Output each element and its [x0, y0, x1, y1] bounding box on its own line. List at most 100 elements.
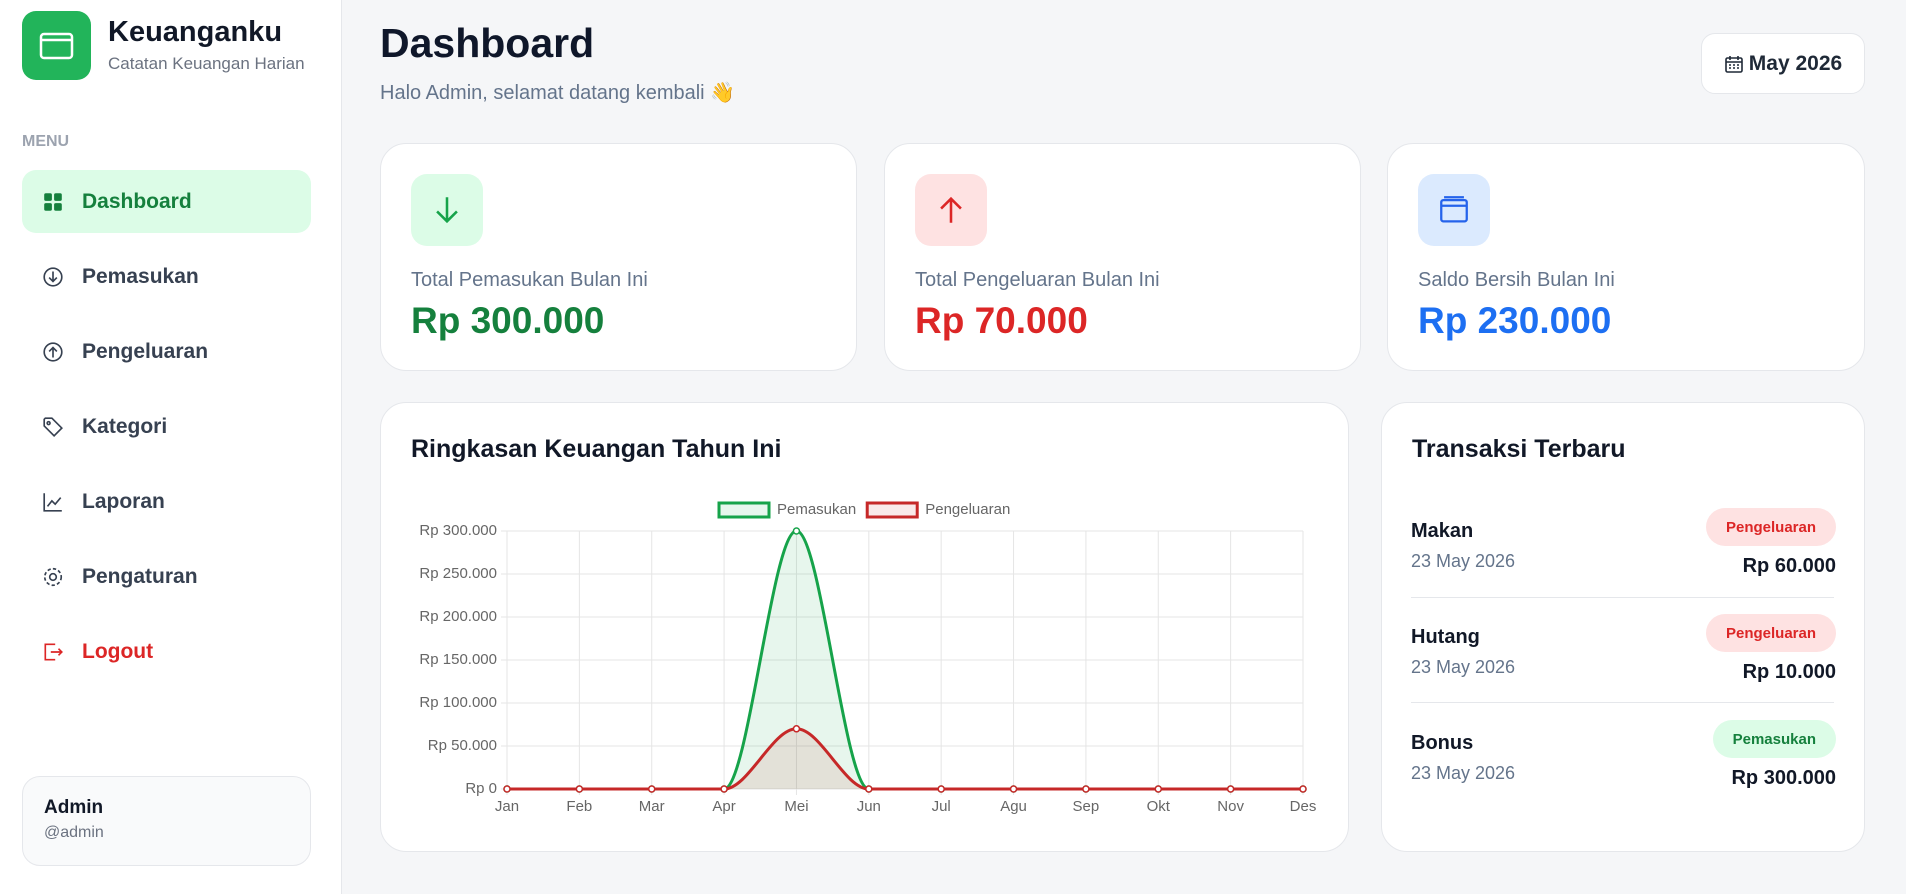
transaction-name: Bonus — [1411, 732, 1474, 754]
y-tick-label: Rp 50.000 — [428, 737, 497, 754]
transaction-type: Pengeluaran — [1705, 508, 1836, 546]
transaction-amount: Rp 300.000 — [1731, 767, 1836, 789]
legend-label: Pemasukan — [777, 501, 856, 518]
point — [937, 785, 945, 793]
y-tick-label: Rp 150.000 — [419, 651, 497, 668]
card-label: Saldo Bersih Bulan Ini — [1418, 269, 1615, 291]
transactions-card: Transaksi Terbaru Makan 23 May 2026 Peng… — [1381, 402, 1865, 852]
nav-item[interactable]: Pemasukan — [22, 245, 311, 308]
transaction-row[interactable]: Bonus 23 May 2026 Pemasukan Rp 300.000 — [1382, 717, 1866, 823]
x-tick-label: Mei — [784, 798, 808, 815]
nav-item[interactable]: Pengaturan — [22, 545, 311, 608]
card-icon — [1418, 174, 1490, 246]
nav-item[interactable]: Kategori — [22, 395, 311, 458]
y-tick-label: Rp 100.000 — [419, 694, 497, 711]
logout[interactable]: Logout — [22, 620, 311, 683]
nav-item[interactable]: Dashboard — [22, 170, 311, 233]
card-value: Rp 300.000 — [411, 300, 605, 341]
period-button[interactable]: May 2026 — [1701, 33, 1865, 94]
point — [865, 785, 873, 793]
transaction-date: 23 May 2026 — [1411, 657, 1516, 677]
card-label: Total Pengeluaran Bulan Ini — [915, 269, 1160, 291]
page-subtitle: Halo Admin, selamat datang kembali 👋 — [380, 82, 736, 104]
nav-item[interactable]: Pengeluaran — [22, 320, 311, 383]
x-tick-label: Jul — [932, 798, 951, 815]
separator — [1411, 597, 1834, 598]
x-tick-label: Mar — [639, 798, 665, 815]
transaction-amount: Rp 60.000 — [1742, 555, 1836, 577]
nav-label: Kategori — [82, 414, 168, 438]
area — [507, 728, 1303, 789]
transaction-name: Makan — [1411, 520, 1474, 542]
transaction-row[interactable]: Hutang 23 May 2026 Pengeluaran Rp 10.000 — [1382, 611, 1866, 717]
nav-item[interactable]: Laporan — [22, 470, 311, 533]
tagline: Catatan Keuangan Harian — [108, 54, 305, 73]
page-title: Dashboard — [380, 20, 595, 66]
logo — [22, 11, 91, 80]
chart-card: Ringkasan Keuangan Tahun Ini Jan Feb Mar Ap… — [380, 402, 1349, 852]
transactions-title: Transaksi Terbaru — [1412, 435, 1626, 463]
card-value: Rp 70.000 — [915, 300, 1088, 341]
y-tick-label: Rp 300.000 — [419, 522, 497, 539]
point — [1009, 785, 1018, 793]
transaction-date: 23 May 2026 — [1411, 551, 1516, 571]
transaction-type: Pemasukan — [1712, 720, 1836, 758]
x-tick-label: Nov — [1217, 798, 1244, 815]
card-icon — [915, 174, 987, 246]
x-tick-label: Apr — [712, 798, 735, 815]
point — [575, 785, 584, 793]
transaction-amount: Rp 10.000 — [1742, 661, 1836, 683]
line — [507, 727, 1303, 791]
point — [1299, 785, 1307, 793]
point — [792, 725, 801, 733]
x-tick-label: Feb — [566, 798, 592, 815]
point — [1082, 785, 1090, 793]
point — [792, 527, 801, 535]
user-box[interactable]: Admin @admin — [22, 776, 311, 866]
period-label: May 2026 — [1748, 51, 1843, 75]
nav-label: Pengaturan — [82, 564, 198, 588]
nav-label: Logout — [82, 639, 154, 663]
nav-label: Pengeluaran — [82, 339, 209, 363]
y-tick-label: Rp 200.000 — [419, 608, 497, 625]
point — [1154, 785, 1163, 793]
legend-swatch — [865, 501, 919, 519]
point — [720, 785, 728, 793]
legend-swatch — [717, 501, 771, 519]
card-label: Total Pemasukan Bulan Ini — [411, 269, 648, 291]
user-handle: @admin — [44, 824, 104, 841]
transaction-type: Pengeluaran — [1705, 614, 1836, 652]
stat-card: Saldo Bersih Bulan Ini Rp 230.000 — [1387, 143, 1865, 371]
stat-card: Total Pengeluaran Bulan Ini Rp 70.000 — [884, 143, 1361, 371]
x-tick-label: Jan — [495, 798, 519, 815]
nav-label: Dashboard — [82, 189, 192, 213]
x-tick-label: Jun — [857, 798, 881, 815]
nav-label: Pemasukan — [82, 264, 199, 288]
x-tick-label: Okt — [1147, 798, 1171, 815]
x-tick-label: Des — [1290, 798, 1317, 815]
point — [1226, 785, 1235, 793]
menu-label: MENU — [22, 133, 70, 150]
chart-title: Ringkasan Keuangan Tahun Ini — [411, 435, 782, 463]
separator — [1411, 702, 1834, 703]
chart: Jan Feb Mar Apr Mei Jun Jul Agu Sep Okt Nov Des Rp 0… — [419, 501, 1317, 815]
user-name: Admin — [44, 797, 104, 818]
card-value: Rp 230.000 — [1418, 300, 1612, 341]
transaction-date: 23 May 2026 — [1411, 763, 1516, 783]
point — [503, 785, 511, 793]
stat-card: Total Pemasukan Bulan Ini Rp 300.000 — [380, 143, 857, 371]
brand: Keuanganku — [108, 16, 283, 48]
y-tick-label: Rp 0 — [465, 780, 497, 797]
y-tick-label: Rp 250.000 — [419, 565, 497, 582]
card-icon — [411, 174, 483, 246]
x-tick-label: Sep — [1073, 798, 1100, 815]
x-tick-label: Agu — [1000, 798, 1027, 815]
transaction-name: Hutang — [1411, 626, 1480, 648]
point — [647, 785, 656, 793]
nav-label: Laporan — [82, 489, 165, 513]
sidebar: Keuanganku Catatan Keuangan Harian MENU … — [0, 0, 342, 894]
legend-label: Pengeluaran — [925, 501, 1010, 518]
transaction-row[interactable]: Makan 23 May 2026 Pengeluaran Rp 60.000 — [1382, 505, 1866, 611]
